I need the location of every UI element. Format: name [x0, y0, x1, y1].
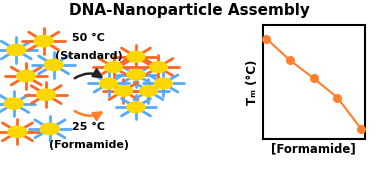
Circle shape [139, 86, 157, 96]
Point [335, 96, 341, 99]
Text: DNA-Nanoparticle Assembly: DNA-Nanoparticle Assembly [68, 3, 310, 18]
Circle shape [17, 70, 36, 82]
Circle shape [40, 123, 59, 135]
Circle shape [115, 86, 132, 96]
Text: (Formamide): (Formamide) [48, 140, 129, 150]
Circle shape [155, 78, 172, 89]
Circle shape [127, 102, 145, 113]
X-axis label: [Formamide]: [Formamide] [271, 143, 356, 156]
Circle shape [37, 89, 56, 100]
Circle shape [99, 78, 118, 89]
Point [311, 77, 317, 80]
Circle shape [105, 62, 122, 73]
Circle shape [8, 126, 27, 137]
Point [287, 59, 293, 62]
Text: 25 °C: 25 °C [72, 122, 105, 132]
Text: (Standard): (Standard) [55, 51, 122, 61]
Point [263, 37, 269, 40]
Circle shape [44, 59, 63, 70]
Circle shape [149, 62, 167, 73]
Circle shape [127, 51, 145, 62]
Circle shape [127, 69, 145, 80]
Y-axis label: Tₘ (°C): Tₘ (°C) [246, 59, 259, 105]
Circle shape [34, 35, 53, 47]
Text: 50 °C: 50 °C [72, 33, 105, 43]
Circle shape [4, 98, 23, 109]
Circle shape [7, 44, 26, 56]
Point [358, 128, 364, 130]
